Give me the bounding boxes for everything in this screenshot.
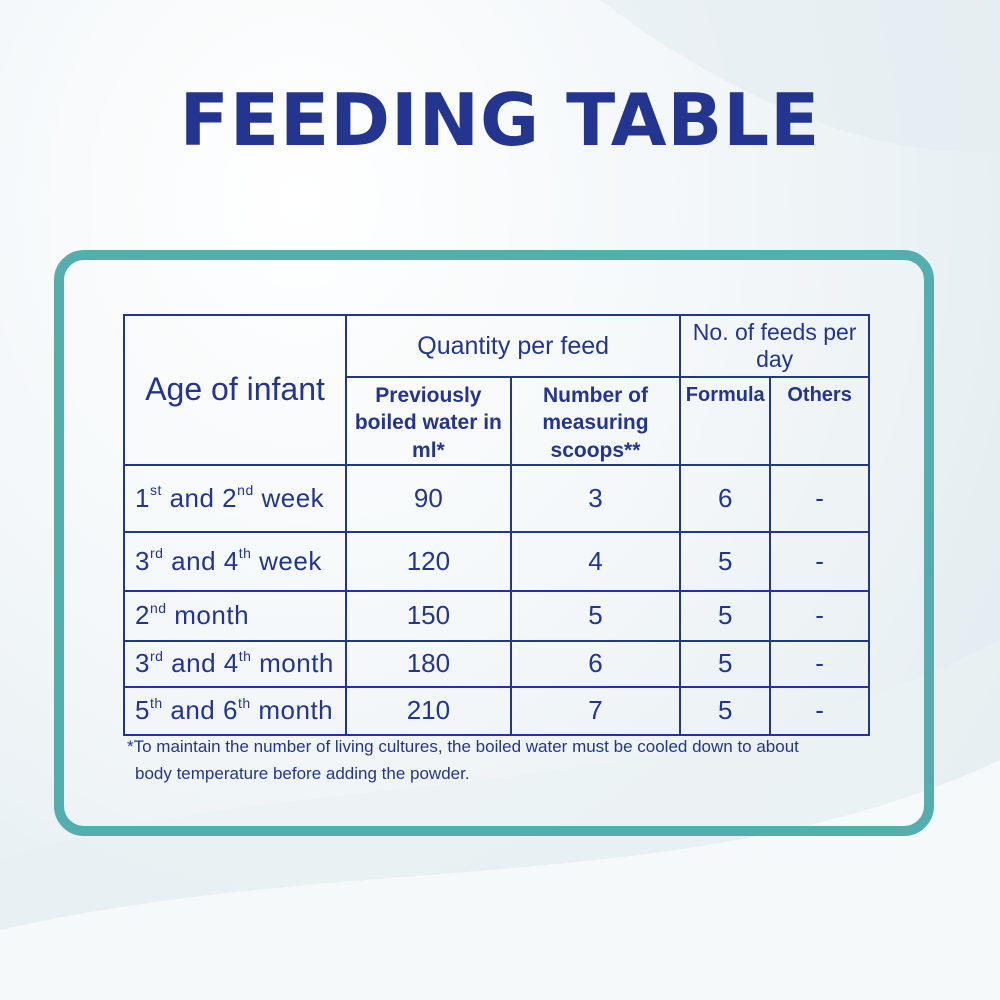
formula-cell: 5	[679, 589, 772, 642]
header-scoops: Number of measuring scoops**	[509, 376, 682, 466]
water-cell: 180	[345, 639, 512, 688]
scoops-cell: 7	[509, 685, 682, 736]
header-water: Previously boiled water in ml*	[345, 376, 512, 466]
header-age: Age of infant	[122, 314, 348, 466]
footnote-line-1: *To maintain the number of living cultur…	[127, 737, 799, 756]
others-cell: -	[769, 639, 870, 688]
scoops-cell: 3	[509, 463, 682, 533]
formula-cell: 5	[679, 685, 772, 736]
row-age: 1st and 2nd week	[122, 463, 348, 533]
header-formula: Formula	[679, 376, 772, 466]
feeding-table: Age of infant Quantity per feed No. of f…	[122, 314, 870, 736]
formula-cell: 5	[679, 639, 772, 688]
row-age: 3rd and 4th week	[122, 530, 348, 592]
footnote: *To maintain the number of living cultur…	[127, 733, 847, 787]
water-cell: 90	[345, 463, 512, 533]
header-quantity-per-feed: Quantity per feed	[345, 314, 682, 378]
water-cell: 120	[345, 530, 512, 592]
footnote-line-2: body temperature before adding the powde…	[135, 764, 470, 783]
row-age: 5th and 6th month	[122, 685, 348, 736]
others-cell: -	[769, 589, 870, 642]
page-title: FEEDING TABLE	[179, 78, 821, 162]
table-row: 3rd and 4th week 120 4 5 -	[122, 530, 870, 592]
row-age: 3rd and 4th month	[122, 639, 348, 688]
table-row: 3rd and 4th month 180 6 5 -	[122, 639, 870, 688]
scoops-cell: 5	[509, 589, 682, 642]
formula-cell: 6	[679, 463, 772, 533]
scoops-cell: 6	[509, 639, 682, 688]
header-others: Others	[769, 376, 870, 466]
table-row: 2nd month 150 5 5 -	[122, 589, 870, 642]
header-feeds-per-day: No. of feeds per day	[679, 314, 870, 378]
formula-cell: 5	[679, 530, 772, 592]
table-row: 5th and 6th month 210 7 5 -	[122, 685, 870, 736]
row-age: 2nd month	[122, 589, 348, 642]
scoops-cell: 4	[509, 530, 682, 592]
water-cell: 210	[345, 685, 512, 736]
water-cell: 150	[345, 589, 512, 642]
others-cell: -	[769, 685, 870, 736]
others-cell: -	[769, 463, 870, 533]
others-cell: -	[769, 530, 870, 592]
table-row: 1st and 2nd week 90 3 6 -	[122, 463, 870, 533]
